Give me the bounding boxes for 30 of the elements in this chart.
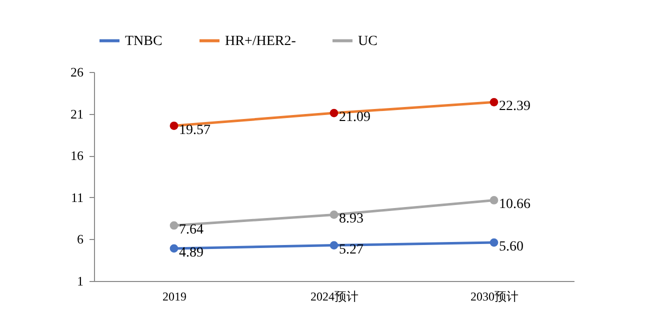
- y-tick-label: 21: [70, 106, 84, 122]
- x-tick-label: 2019: [162, 290, 186, 304]
- legend-label: HR+/HER2-: [225, 34, 296, 49]
- y-tick-label: 6: [77, 232, 84, 247]
- y-tick-label: 26: [70, 64, 84, 80]
- data-label: 5.60: [499, 240, 524, 255]
- point: [330, 108, 338, 118]
- point: [170, 122, 178, 130]
- data-label: 4.89: [179, 245, 204, 260]
- data-label: 8.93: [339, 212, 364, 227]
- legend-label: TNBC: [125, 34, 162, 49]
- y-tick-label: 11: [70, 190, 84, 205]
- point: [490, 196, 498, 204]
- y-tick-label: 1: [77, 274, 84, 288]
- data-label: 21.09: [339, 110, 370, 126]
- data-label: 10.66: [499, 197, 530, 212]
- data-label: 22.39: [499, 99, 530, 114]
- data-label: 19.57: [179, 122, 210, 138]
- point: [170, 244, 178, 253]
- y-tick-label: 16: [70, 148, 84, 164]
- point: [490, 98, 498, 106]
- legend-label: UC: [358, 34, 378, 49]
- x-tick-label: 2024预计: [310, 290, 358, 304]
- data-label: 5.27: [339, 242, 364, 258]
- data-label: 7.64: [179, 222, 204, 238]
- point: [490, 238, 498, 247]
- point: [330, 210, 338, 219]
- point: [170, 221, 178, 230]
- point: [330, 241, 338, 250]
- x-tick-label: 2030预计: [470, 290, 518, 304]
